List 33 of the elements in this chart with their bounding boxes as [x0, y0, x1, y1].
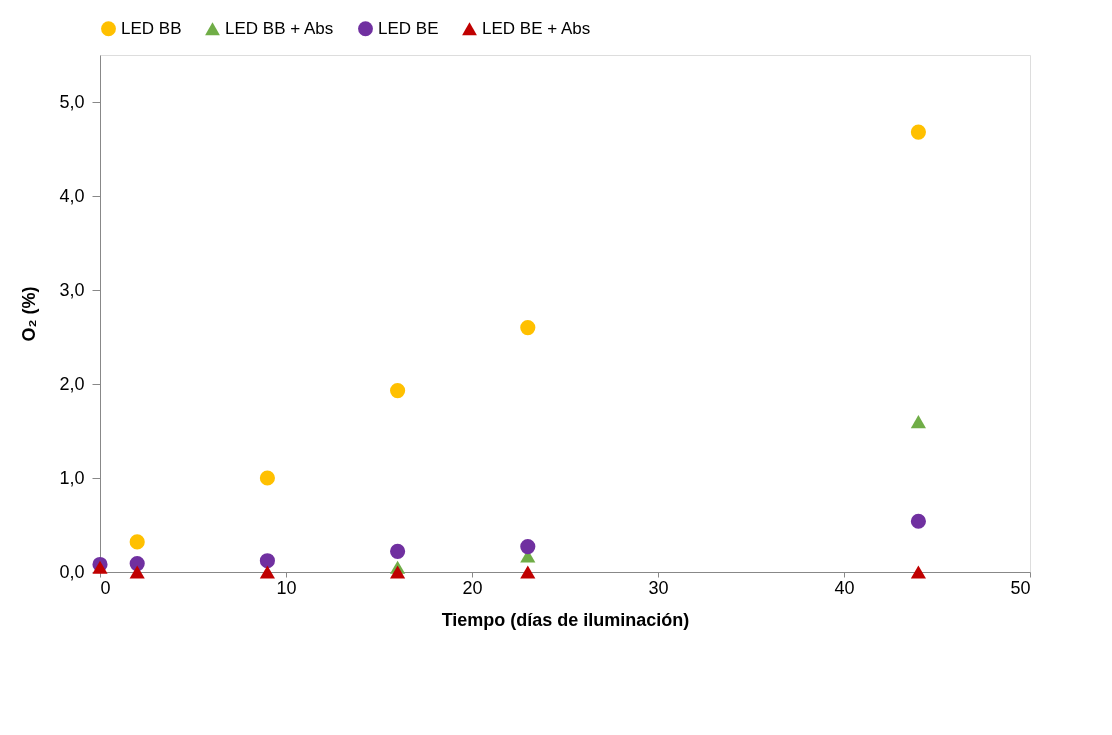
- x-tick-label: 40: [834, 577, 855, 598]
- point: [910, 124, 926, 140]
- legend-label: LED BB + Abs: [225, 18, 334, 38]
- point: [910, 565, 926, 579]
- point: [259, 553, 275, 569]
- point: [390, 565, 406, 579]
- point: [129, 565, 145, 579]
- point: [129, 534, 145, 550]
- legend-label: LED BB: [121, 18, 182, 38]
- legend-label: LED BE: [378, 18, 439, 38]
- x-tick-label: 10: [276, 577, 297, 598]
- y-tick-label: 2,0: [59, 373, 85, 394]
- point: [520, 320, 536, 336]
- point: [390, 383, 406, 399]
- y-tick-label: 0,0: [59, 561, 85, 582]
- x-tick-label: 0: [100, 577, 111, 598]
- y-tick-label: 1,0: [59, 467, 85, 488]
- y-tick-label: 4,0: [59, 185, 85, 206]
- x-axis-title: Tiempo (días de iluminación): [441, 609, 690, 630]
- y-tick-label: 5,0: [59, 91, 85, 112]
- point: [520, 565, 536, 579]
- x-tick-label: 50: [1010, 577, 1031, 598]
- point: [520, 539, 536, 555]
- legend-label: LED BE + Abs: [482, 18, 591, 38]
- point: [910, 415, 926, 429]
- point: [910, 513, 926, 529]
- point: [259, 470, 275, 486]
- x-tick-label: 20: [462, 577, 483, 598]
- x-tick-label: 30: [648, 577, 669, 598]
- y-axis-title: O₂ (%): [19, 286, 40, 342]
- y-tick-label: 3,0: [59, 279, 85, 300]
- point: [390, 543, 406, 559]
- point: [259, 565, 275, 579]
